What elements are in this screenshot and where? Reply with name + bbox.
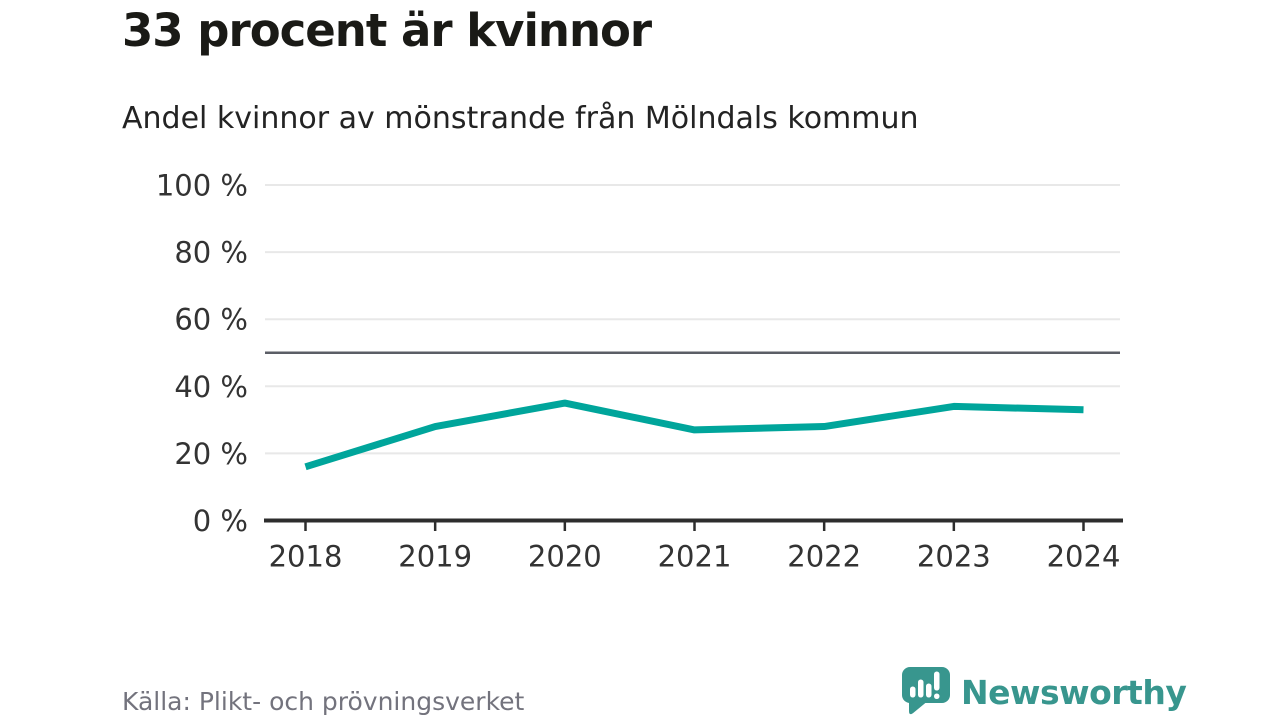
- x-axis-tick-label: 2023: [917, 540, 991, 574]
- logo-bar-1: [910, 686, 916, 698]
- y-axis-tick-label: 0 %: [193, 504, 248, 538]
- trend-line: [304, 399, 1084, 471]
- logo-exclamation-dot: [934, 693, 940, 699]
- y-axis-tick-label: 20 %: [174, 437, 248, 471]
- logo-exclamation-bar: [934, 671, 940, 691]
- logo-bubble-tail: [909, 698, 929, 715]
- chart-subtitle: Andel kvinnor av mönstrande från Mölndal…: [122, 101, 919, 136]
- y-axis-tick-label: 40 %: [174, 370, 248, 404]
- logo-bar-2: [918, 679, 924, 698]
- newsworthy-logo: Newsworthy: [901, 666, 1187, 718]
- x-axis-tick-label: 2020: [528, 540, 602, 574]
- logo-bar-3: [926, 683, 932, 698]
- x-axis-tick-label: 2022: [787, 540, 861, 574]
- newsworthy-wordmark: Newsworthy: [961, 672, 1187, 712]
- newsworthy-logo-icon: [902, 667, 950, 715]
- y-axis-tick-label: 60 %: [174, 303, 248, 337]
- source-caption: Källa: Plikt- och prövningsverket: [122, 687, 525, 716]
- x-axis-tick-label: 2018: [269, 540, 343, 574]
- logo-bubble: [902, 667, 950, 703]
- y-axis-tick-label: 80 %: [174, 236, 248, 270]
- y-axis-tick-label: 100 %: [156, 169, 248, 203]
- x-axis-tick-label: 2024: [1047, 540, 1121, 574]
- x-axis-tick-label: 2019: [398, 540, 472, 574]
- chart-title: 33 procent är kvinnor: [122, 4, 652, 57]
- x-axis-tick-label: 2021: [658, 540, 732, 574]
